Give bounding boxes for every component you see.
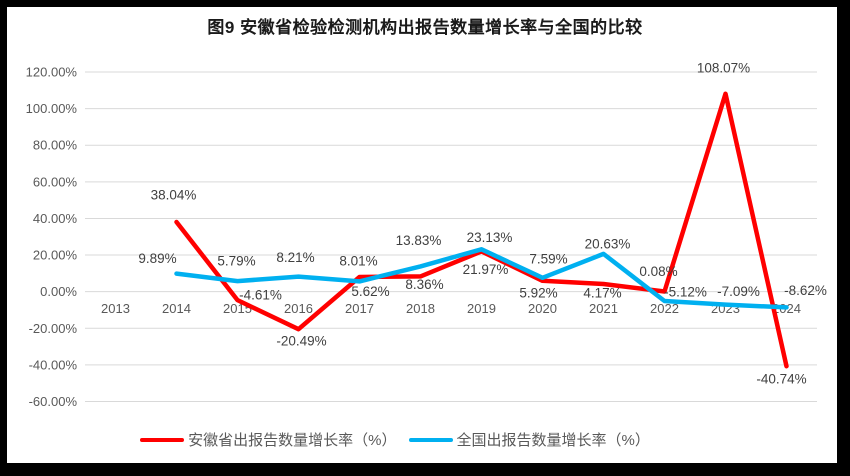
- x-axis-tick-label: 2013: [101, 301, 130, 316]
- legend-label-anhui: 安徽省出报告数量增长率（%）: [188, 432, 397, 449]
- x-axis-tick-label: 2016: [284, 301, 313, 316]
- data-label: -8.62%: [784, 283, 827, 298]
- x-axis-tick-label: 2017: [345, 301, 374, 316]
- data-label: 9.89%: [138, 251, 176, 266]
- y-axis-tick-label: 40.00%: [33, 211, 78, 226]
- data-label: 20.63%: [585, 236, 631, 251]
- data-label: 38.04%: [151, 188, 197, 203]
- data-label: 5.92%: [519, 285, 557, 300]
- y-axis-tick-label: -60.00%: [29, 394, 78, 409]
- series-line-national: [174, 247, 789, 310]
- legend-item-anhui: 安徽省出报告数量增长率（%）: [140, 429, 397, 450]
- legend-label-national: 全国出报告数量增长率（%）: [456, 432, 650, 449]
- data-label: 0.08%: [639, 264, 677, 279]
- x-axis-tick-label: 2014: [162, 301, 191, 316]
- x-axis-tick-label: 2021: [589, 301, 618, 316]
- chart-legend: 安徽省出报告数量增长率（%） 全国出报告数量增长率（%）: [0, 429, 820, 450]
- data-label: 23.13%: [467, 230, 513, 245]
- y-axis-tick-label: 120.00%: [26, 65, 78, 80]
- data-label: 5.79%: [217, 254, 255, 269]
- y-axis-tick-label: -20.00%: [29, 321, 78, 336]
- data-label: -20.49%: [276, 334, 326, 349]
- x-axis-tick-label: 2019: [467, 301, 496, 316]
- chart-title: 图9 安徽省检验检测机构出报告数量增长率与全国的比较: [207, 18, 643, 37]
- legend-swatch-national-line: [408, 437, 453, 442]
- y-axis-tick-label: 60.00%: [33, 174, 78, 189]
- data-label: 108.07%: [697, 60, 750, 75]
- y-axis-tick-label: 0.00%: [40, 284, 77, 299]
- y-axis-tick-label: -40.00%: [29, 357, 78, 372]
- legend-item-national: 全国出报告数量增长率（%）: [408, 429, 650, 450]
- data-label: 8.36%: [405, 277, 443, 292]
- chart-canvas: [7, 7, 837, 463]
- data-label: -7.09%: [717, 284, 760, 299]
- data-label: 7.59%: [529, 251, 567, 266]
- x-axis-tick-label: 2018: [406, 301, 435, 316]
- data-label: 8.01%: [339, 254, 377, 269]
- y-axis-tick-label: 80.00%: [33, 138, 78, 153]
- legend-swatch-anhui-line: [140, 437, 185, 442]
- data-label: 21.97%: [463, 262, 509, 277]
- data-label: 4.17%: [583, 286, 621, 301]
- data-label: 5.62%: [351, 284, 389, 299]
- data-label: 8.21%: [276, 250, 314, 265]
- y-axis-tick-label: 20.00%: [33, 248, 78, 263]
- y-axis-tick-label: 100.00%: [26, 101, 78, 116]
- data-label: -40.74%: [756, 372, 806, 387]
- x-axis-tick-label: 2020: [528, 301, 557, 316]
- data-label: 13.83%: [396, 233, 442, 248]
- x-axis-tick-label: 2022: [650, 301, 679, 316]
- data-label: -4.61%: [239, 288, 282, 303]
- data-label: -5.12%: [664, 285, 707, 300]
